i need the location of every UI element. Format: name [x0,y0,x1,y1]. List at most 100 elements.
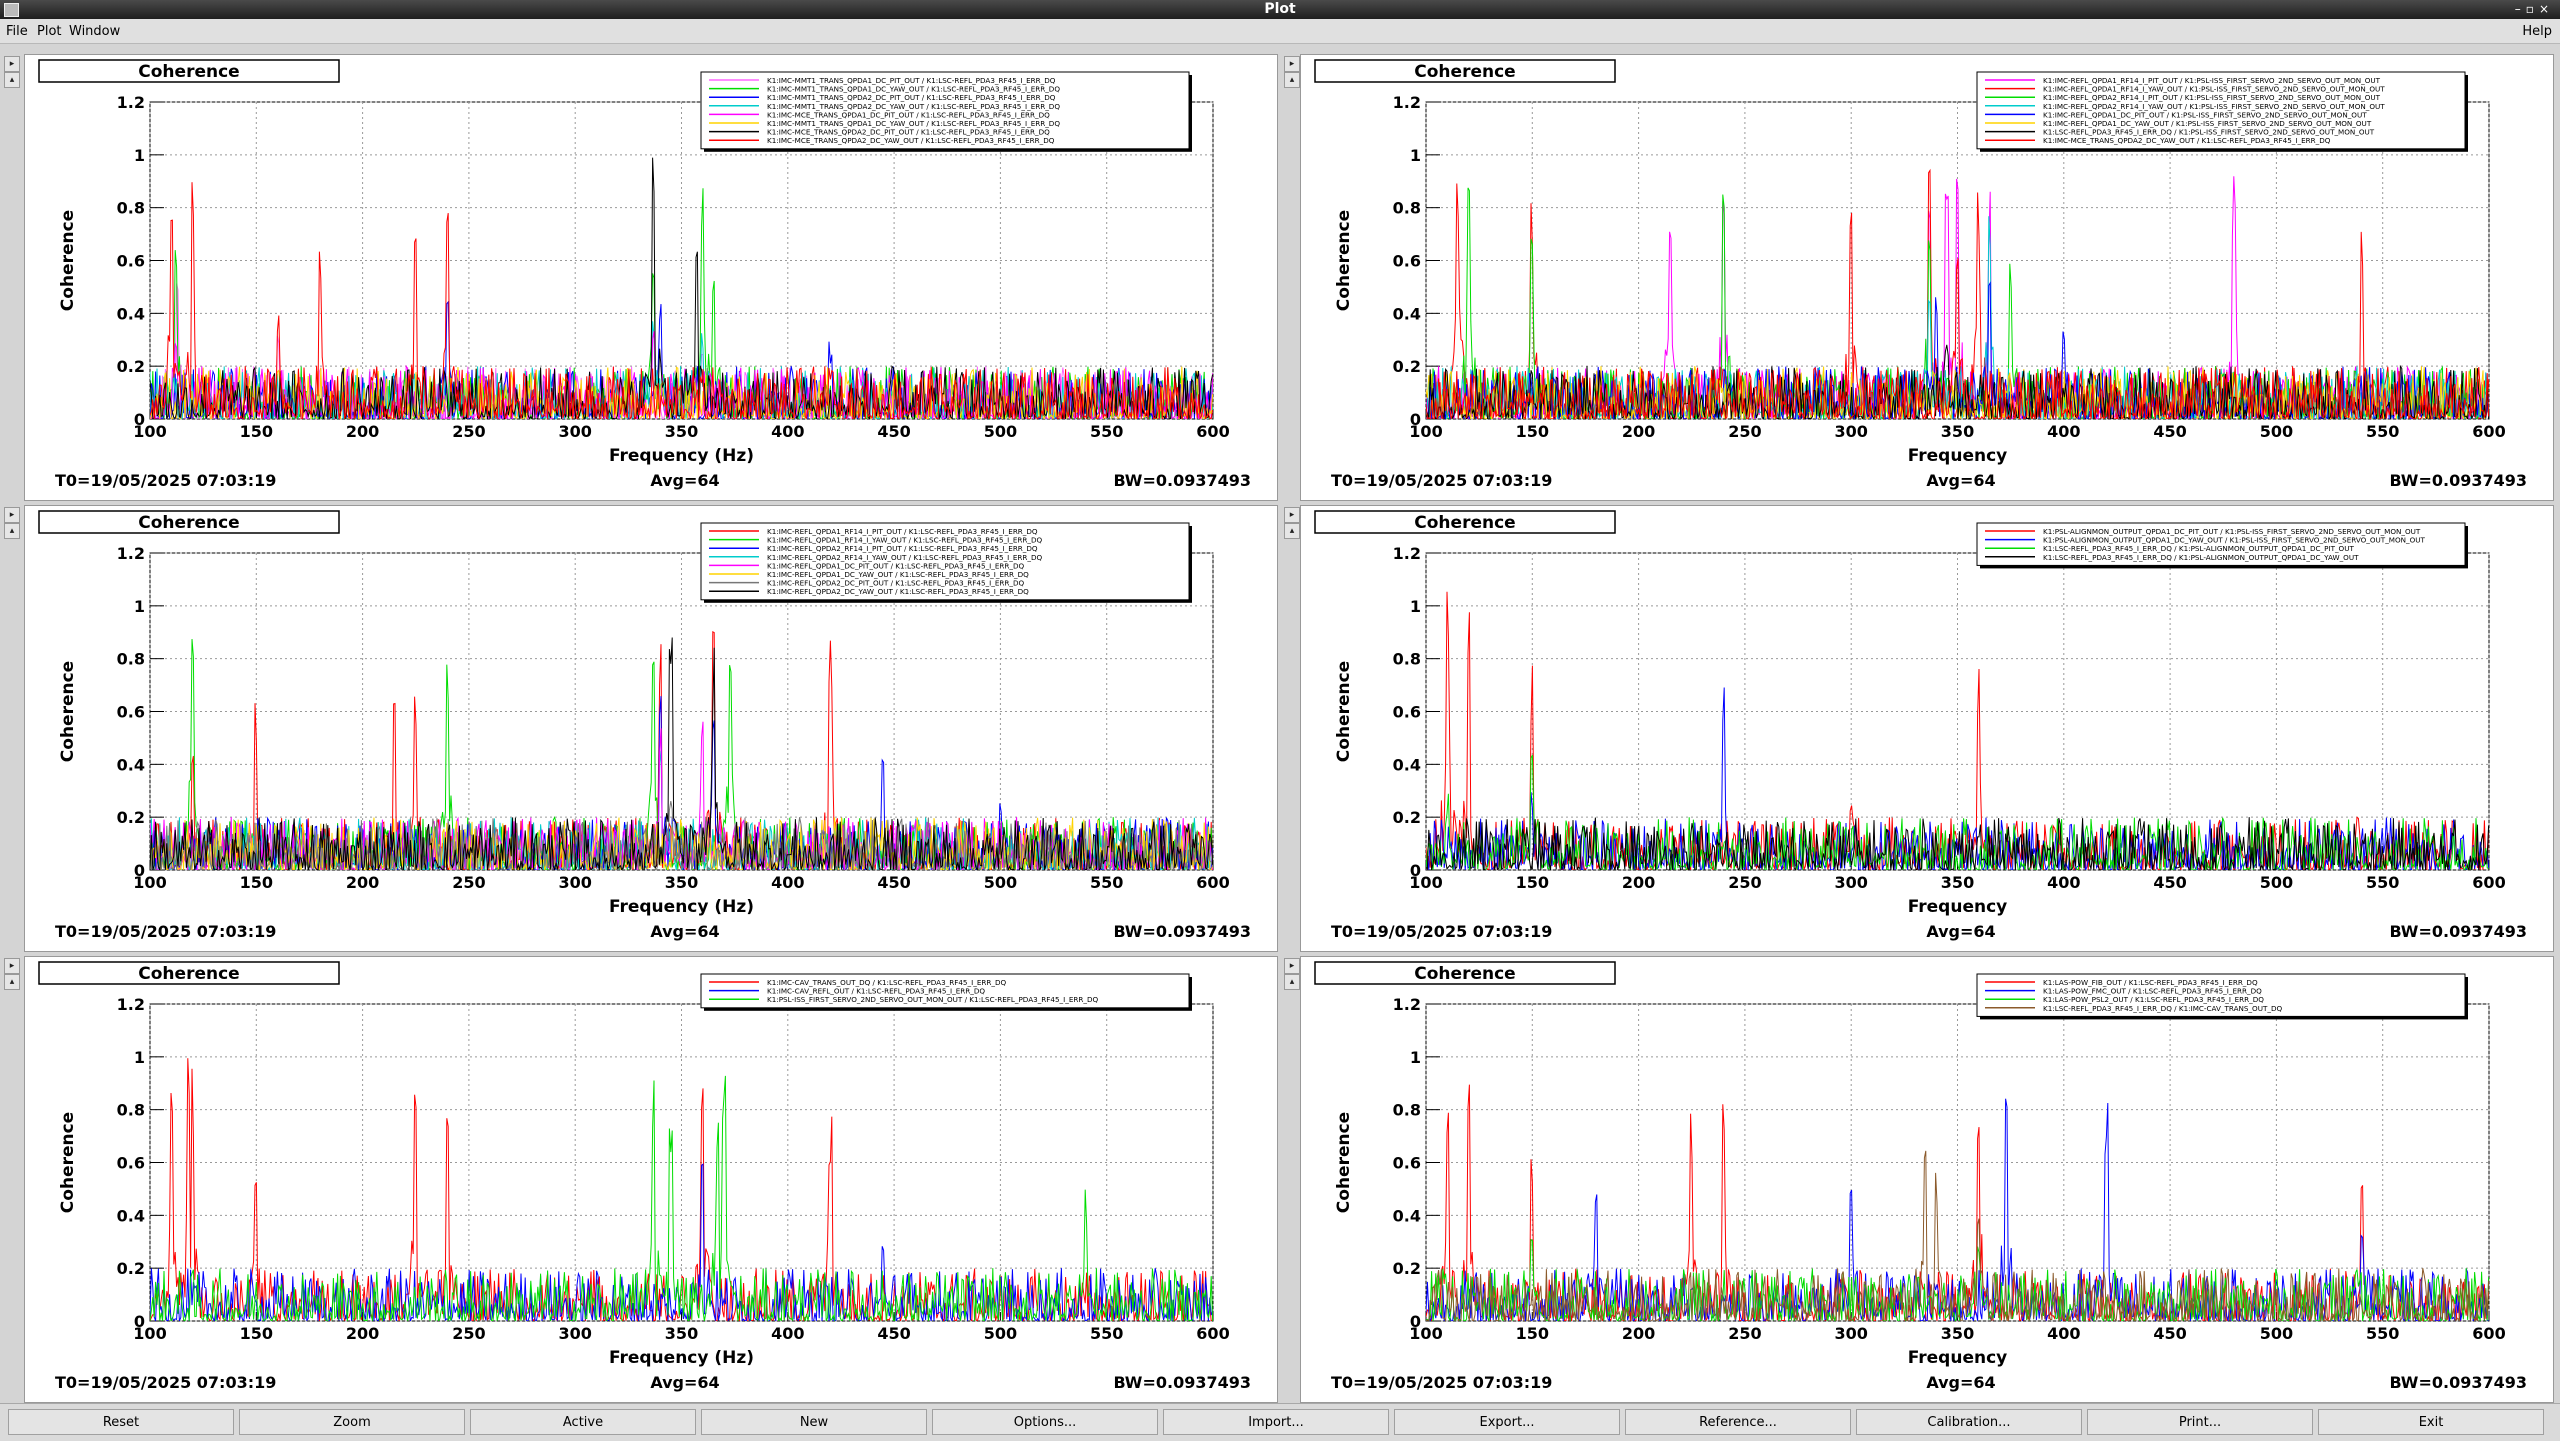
coherence-chart[interactable]: Coherence 100 150 200 250 300 350 400 450 500 550 6… [25,55,1277,500]
x-tick-label: 450 [877,422,910,441]
x-tick-label: 450 [2153,1324,2186,1343]
pad-expand-arrow[interactable]: ▸ [4,958,20,974]
legend-entry: K1:IMC-REFL_QPDA1_RF14_I_YAW_OUT / K1:LS… [767,536,1043,545]
close-icon[interactable]: × [2538,2,2554,16]
active-button[interactable]: Active [470,1409,696,1435]
legend-box [1976,522,2466,566]
zoom-button[interactable]: Zoom [239,1409,465,1435]
maximize-icon[interactable]: ▫ [2525,2,2539,16]
plot-pad-2[interactable]: Coherence 100 150 200 250 300 350 400 450 500 550 6… [1300,54,2554,501]
x-tick-label: 350 [1941,1324,1974,1343]
legend[interactable]: K1:PSL-ALIGNMON_OUTPUT_QPDA1_DC_PIT_OUT … [1976,522,2468,569]
legend-entry: K1:IMC-REFL_QPDA1_RF14_I_YAW_OUT / K1:PS… [2043,85,2385,94]
legend[interactable]: K1:IMC-MMT1_TRANS_QPDA1_DC_PIT_OUT / K1:… [700,71,1192,152]
legend[interactable]: K1:IMC-REFL_QPDA1_RF14_I_PIT_OUT / K1:PS… [1976,71,2468,152]
pad-expand-arrow[interactable]: ▸ [1284,56,1300,72]
legend-box [1976,71,2466,150]
plot-pad-4[interactable]: Coherence 100 150 200 250 300 350 400 450 500 550 6… [1300,505,2554,952]
footer-avg: Avg=64 [650,1373,719,1392]
window-title: Plot [1264,1,1296,17]
series-line [1426,344,2489,419]
legend-entry: K1:IMC-MCE_TRANS_QPDA2_DC_YAW_OUT / K1:L… [767,136,1055,145]
legend-entry: K1:LSC-REFL_PDA3_RF45_I_ERR_DQ / K1:IMC-… [2043,1004,2282,1013]
legend-entry: K1:IMC-REFL_QPDA1_RF14_I_PIT_OUT / K1:PS… [2043,76,2381,85]
y-tick-label: 0.4 [1393,1206,1421,1225]
legend[interactable]: K1:IMC-CAV_TRANS_OUT_DQ / K1:LSC-REFL_PD… [700,973,1192,1011]
x-tick-label: 100 [1409,1324,1442,1343]
coherence-chart[interactable]: Coherence 100 150 200 250 300 350 400 450 500 550 6… [1301,957,2553,1402]
pad-expand-arrow[interactable]: ▸ [1284,507,1300,523]
x-tick-label: 300 [558,873,591,892]
legend[interactable]: K1:LAS-POW_FIB_OUT / K1:LSC-REFL_PDA3_RF… [1976,973,2468,1020]
footer-t0: T0=19/05/2025 07:03:19 [55,471,276,490]
window-menu-icon[interactable] [4,3,19,17]
pad-collapse-arrow[interactable]: ▴ [4,974,20,990]
x-tick-label: 250 [1728,1324,1761,1343]
footer-avg: Avg=64 [650,922,719,941]
menu-plot[interactable]: Plot [37,24,62,39]
footer-bw: BW=0.0937493 [1113,922,1251,941]
y-tick-label: 0.6 [117,252,145,271]
y-tick-label: 0.6 [1393,252,1421,271]
x-tick-label: 400 [771,873,804,892]
x-tick-label: 150 [1516,873,1549,892]
footer-t0: T0=19/05/2025 07:03:19 [1331,471,1552,490]
chart-title: Coherence [1414,62,1515,82]
x-tick-label: 450 [877,873,910,892]
pad-collapse-arrow[interactable]: ▴ [1284,72,1300,88]
print-button[interactable]: Print... [2087,1409,2313,1435]
calibration-button[interactable]: Calibration... [1856,1409,2082,1435]
x-axis-label: Frequency (Hz) [609,1348,754,1368]
plot-pad-6[interactable]: Coherence 100 150 200 250 300 350 400 450 500 550 6… [1300,956,2554,1403]
legend-entry: K1:IMC-MCE_TRANS_QPDA1_DC_PIT_OUT / K1:L… [767,110,1050,119]
legend[interactable]: K1:IMC-REFL_QPDA1_RF14_I_PIT_OUT / K1:LS… [700,522,1192,603]
legend-entry: K1:IMC-REFL_QPDA2_RF14_I_YAW_OUT / K1:LS… [767,553,1043,562]
coherence-chart[interactable]: Coherence 100 150 200 250 300 350 400 450 500 550 6… [25,957,1277,1402]
chart-title-box [38,510,340,534]
x-tick-label: 300 [1834,422,1867,441]
export-button[interactable]: Export... [1394,1409,1620,1435]
reference-button[interactable]: Reference... [1625,1409,1851,1435]
series-line [1426,1238,2489,1321]
plot-pad-3[interactable]: Coherence 100 150 200 250 300 350 400 450 500 550 6… [24,505,1278,952]
pad-expand-arrow[interactable]: ▸ [1284,958,1300,974]
menu-window[interactable]: Window [69,24,121,39]
pad-expand-arrow[interactable]: ▸ [4,507,20,523]
pad-collapse-arrow[interactable]: ▴ [1284,523,1300,539]
chart-title: Coherence [138,62,239,82]
plot-pad-1[interactable]: Coherence 100 150 200 250 300 350 400 450 500 550 6… [24,54,1278,501]
x-tick-label: 250 [1728,873,1761,892]
x-tick-label: 300 [558,1324,591,1343]
y-tick-label: 0.6 [117,1154,145,1173]
y-tick-label: 0.2 [1393,808,1421,827]
chart-title: Coherence [1414,513,1515,533]
plot-pad-5[interactable]: Coherence 100 150 200 250 300 350 400 450 500 550 6… [24,956,1278,1403]
series-line [1426,258,2489,419]
x-tick-label: 500 [2260,422,2293,441]
pad-collapse-arrow[interactable]: ▴ [1284,974,1300,990]
new-button[interactable]: New [701,1409,927,1435]
x-tick-label: 400 [2047,422,2080,441]
x-axis-label: Frequency [1908,1348,2008,1368]
x-tick-label: 200 [346,422,379,441]
pad-collapse-arrow[interactable]: ▴ [4,72,20,88]
coherence-chart[interactable]: Coherence 100 150 200 250 300 350 400 450 500 550 6… [25,506,1277,951]
menu-file[interactable]: File [6,24,28,39]
pad-expand-arrow[interactable]: ▸ [4,56,20,72]
import-button[interactable]: Import... [1163,1409,1389,1435]
x-tick-label: 150 [1516,1324,1549,1343]
options-button[interactable]: Options... [932,1409,1158,1435]
x-tick-label: 200 [346,1324,379,1343]
reset-button[interactable]: Reset [8,1409,234,1435]
coherence-chart[interactable]: Coherence 100 150 200 250 300 350 400 450 500 550 6… [1301,55,2553,500]
coherence-chart[interactable]: Coherence 100 150 200 250 300 350 400 450 500 550 6… [1301,506,2553,951]
exit-button[interactable]: Exit [2318,1409,2544,1435]
legend-box [700,973,1190,1009]
y-axis-label: Coherence [1334,1112,1354,1213]
legend-entry: K1:IMC-REFL_QPDA1_DC_PIT_OUT / K1:PSL-IS… [2043,110,2367,119]
y-tick-label: 0.4 [117,1206,145,1225]
minimize-icon[interactable]: – [2514,2,2526,16]
legend-entry: K1:IMC-REFL_QPDA2_RF14_I_PIT_OUT / K1:PS… [2043,93,2381,102]
pad-collapse-arrow[interactable]: ▴ [4,523,20,539]
menu-help[interactable]: Help [2522,24,2552,39]
